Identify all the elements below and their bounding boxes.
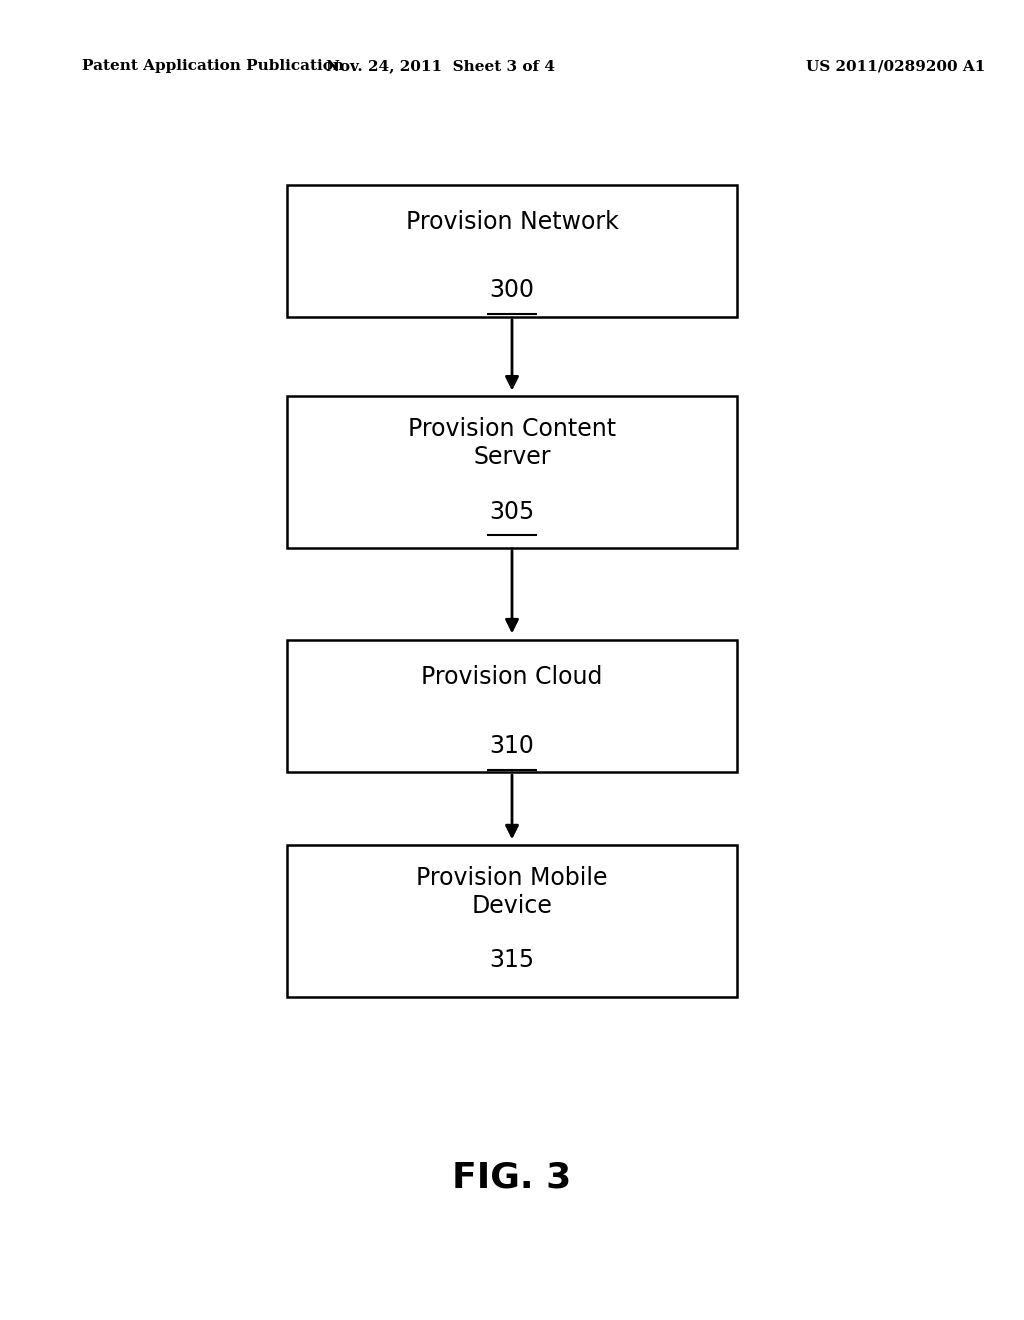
Text: US 2011/0289200 A1: US 2011/0289200 A1 [806, 59, 986, 74]
FancyBboxPatch shape [287, 845, 737, 997]
Text: Provision Network: Provision Network [406, 210, 618, 234]
Text: 315: 315 [489, 948, 535, 973]
FancyBboxPatch shape [287, 396, 737, 548]
FancyBboxPatch shape [287, 640, 737, 772]
Text: Nov. 24, 2011  Sheet 3 of 4: Nov. 24, 2011 Sheet 3 of 4 [326, 59, 555, 74]
Text: Provision Cloud: Provision Cloud [421, 665, 603, 689]
Text: Provision Mobile
Device: Provision Mobile Device [416, 866, 608, 917]
Text: FIG. 3: FIG. 3 [453, 1160, 571, 1195]
Text: 300: 300 [489, 279, 535, 302]
Text: Provision Content
Server: Provision Content Server [408, 417, 616, 469]
FancyBboxPatch shape [287, 185, 737, 317]
Text: 305: 305 [489, 499, 535, 524]
Text: 310: 310 [489, 734, 535, 758]
Text: Patent Application Publication: Patent Application Publication [82, 59, 344, 74]
